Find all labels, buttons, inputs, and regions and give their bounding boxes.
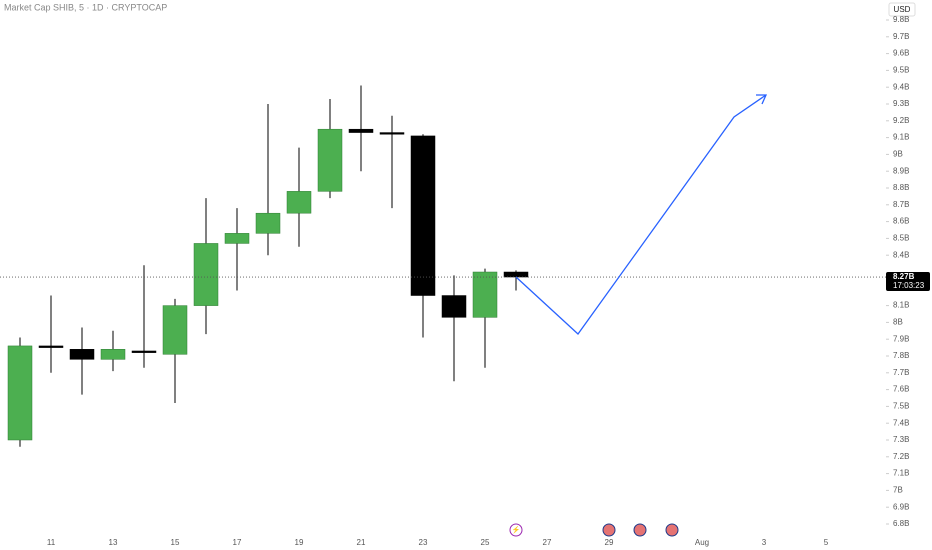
y-tick-label: 7.9B (893, 334, 909, 343)
x-tick-label: 19 (295, 538, 304, 547)
y-tick-label: 8.9B (893, 166, 909, 175)
y-tick-label: 9.1B (893, 133, 909, 142)
y-tick-label: 8.6B (893, 217, 909, 226)
candle-body (193, 243, 219, 306)
x-tick-label: 15 (171, 538, 180, 547)
projection-line (515, 94, 767, 335)
candle-body (410, 135, 436, 296)
y-tick-label: 7.8B (893, 351, 909, 360)
y-tick-label: 8.4B (893, 250, 909, 259)
y-tick-label: 6.8B (893, 519, 909, 528)
y-tick-label: 9.6B (893, 49, 909, 58)
x-tick-label: 3 (762, 538, 767, 547)
y-tick-label: 7.1B (893, 469, 909, 478)
event-flag[interactable] (602, 523, 616, 537)
x-tick-label: Aug (695, 538, 709, 547)
currency: USD (894, 5, 911, 14)
x-tick-label: 17 (233, 538, 242, 547)
y-tick-label: 8B (893, 318, 903, 327)
event-icon[interactable] (509, 523, 523, 537)
x-tick-label: 23 (419, 538, 428, 547)
x-tick-label: 11 (47, 538, 56, 547)
y-tick-label: 8.8B (893, 183, 909, 192)
x-tick-label: 21 (357, 538, 366, 547)
candle-body (503, 271, 529, 278)
candle-body (162, 305, 188, 355)
y-tick-label: 8.5B (893, 234, 909, 243)
y-tick-label: 7.6B (893, 385, 909, 394)
projection-arrow (756, 94, 768, 105)
last-price-label: 8.27B (893, 272, 915, 281)
y-tick-label: 9.3B (893, 99, 909, 108)
y-tick-label: 9.2B (893, 116, 909, 125)
x-tick-label: 13 (109, 538, 118, 547)
x-tick-label: 27 (543, 538, 552, 547)
candle-body (348, 128, 374, 133)
candle-body (286, 191, 312, 214)
candle-body (379, 132, 405, 135)
candle-body (472, 271, 498, 318)
y-tick-label: 9.7B (893, 32, 909, 41)
x-tick-label: 25 (481, 538, 490, 547)
y-tick-label: 7.5B (893, 402, 909, 411)
x-tick-label: 5 (824, 538, 829, 547)
candle-body (69, 349, 95, 360)
candle-body (38, 345, 64, 348)
y-tick-label: 9.4B (893, 82, 909, 91)
y-tick-label: 6.9B (893, 502, 909, 511)
countdown: 17:03:23 (893, 281, 925, 290)
y-tick-label: 8.7B (893, 200, 909, 209)
candle-body (224, 233, 250, 244)
y-tick-label: 7.4B (893, 418, 909, 427)
y-tick-label: 7.3B (893, 435, 909, 444)
y-tick-label: 9B (893, 150, 903, 159)
candle-body (317, 128, 343, 192)
chart-title: Market Cap SHIB, 5 · 1D · CRYPTOCAP (4, 2, 167, 12)
event-flag[interactable] (665, 523, 679, 537)
event-flag[interactable] (633, 523, 647, 537)
event-icon-glyph: ⚡ (512, 525, 521, 534)
y-tick-label: 9.5B (893, 66, 909, 75)
y-tick-label: 7.2B (893, 452, 909, 461)
y-tick-label: 7.7B (893, 368, 909, 377)
candle-body (255, 212, 281, 234)
y-tick-label: 8.1B (893, 301, 909, 310)
candle-body (131, 350, 157, 353)
last-price-box (886, 272, 930, 292)
candle-body (441, 295, 467, 318)
x-tick-label: 29 (605, 538, 614, 547)
y-tick-label: 7B (893, 486, 903, 495)
candle-body (100, 349, 126, 360)
currency-box (888, 2, 916, 17)
candle-body (7, 345, 33, 441)
y-tick-label: 9.8B (893, 15, 909, 24)
